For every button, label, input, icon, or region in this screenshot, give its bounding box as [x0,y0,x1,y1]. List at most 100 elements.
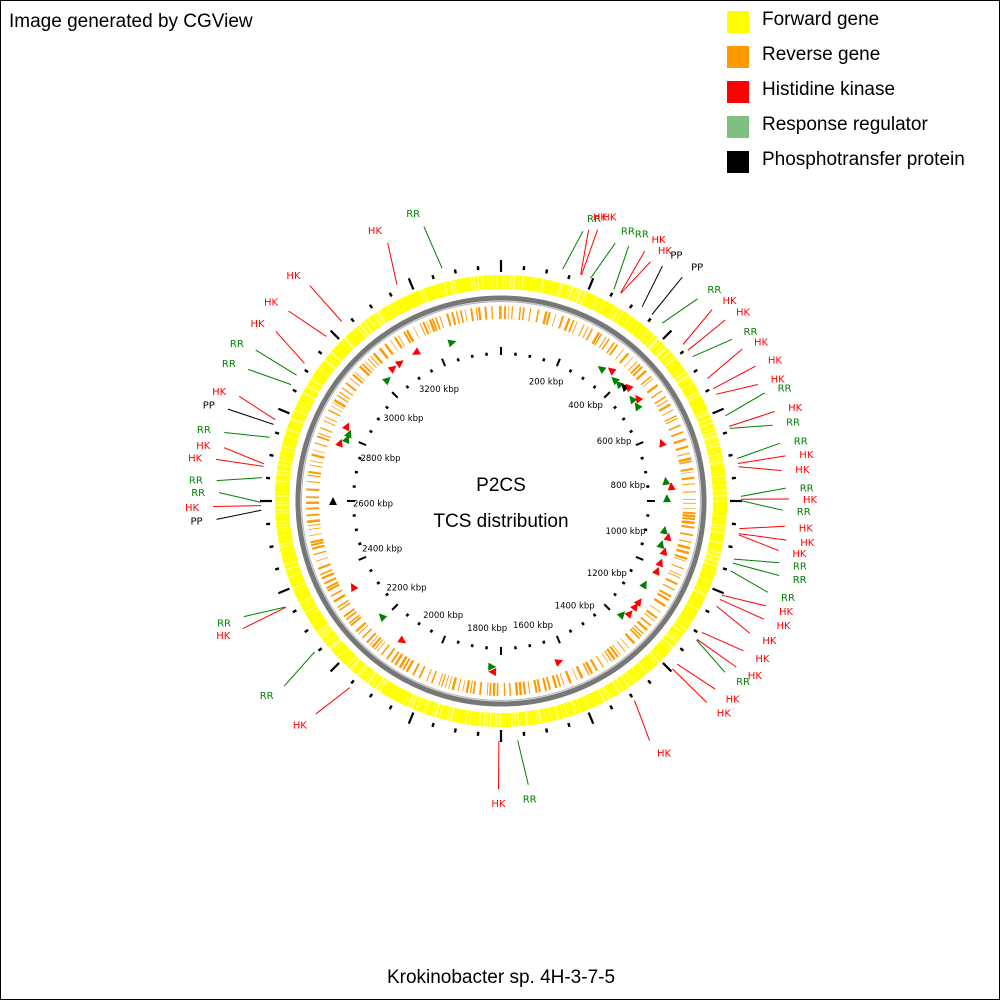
scale-tick [557,359,560,366]
outer-tick [680,648,683,651]
reverse-gene [544,311,547,324]
reverse-gene [490,683,491,696]
callout-label: HK [736,307,751,318]
outer-tick [648,319,651,322]
forward-gene [551,707,554,721]
outer-tick [319,648,322,651]
reverse-gene [467,680,469,693]
forward-gene [490,275,491,289]
scale-tick [582,622,584,624]
scale-tick [377,418,379,420]
reverse-gene [380,348,388,358]
reverse-gene [447,314,451,326]
scale-tick [406,386,408,388]
outer-tick [648,680,651,683]
kbp-label: 3000 kbp [383,414,423,424]
reverse-gene [318,564,330,569]
scale-tick [386,594,388,596]
reverse-gene [682,478,695,480]
reverse-gene [683,492,696,493]
reverse-gene [665,416,677,422]
scale-tick [644,472,647,473]
scale-tick [458,641,459,644]
outer-tick [663,663,671,671]
kbp-label: 1200 kbp [587,569,627,579]
reverse-gene [650,605,661,612]
reverse-gene [346,383,356,391]
scale-tick [529,355,530,358]
callout-line [635,700,650,740]
outer-tick [351,319,354,322]
reverse-gene [342,388,353,396]
reverse-gene [621,638,630,648]
outer-tick [729,546,733,547]
scale-tick [355,529,358,530]
reverse-gene [308,528,321,530]
callout-line [739,535,779,551]
callout-label: HK [602,213,617,224]
scale-tick [570,630,571,633]
callout-label: RR [707,285,721,296]
scale-tick [594,614,596,616]
callout-line [213,506,261,507]
callout-label: HK [652,235,667,246]
callout-label: HK [216,631,231,642]
forward-gene [278,467,292,469]
callout-line [729,412,775,427]
scale-tick [570,370,571,373]
reverse-gene [566,671,571,683]
kbp-label: 1000 kbp [605,527,645,537]
rr-marker [635,403,643,412]
reverse-gene [306,489,319,490]
outer-tick [713,409,724,414]
callout-line [239,396,275,419]
forward-gene [276,483,290,484]
scale-tick [418,622,420,624]
forward-gene [282,552,296,555]
reverse-gene [671,432,683,437]
forward-gene [712,521,726,522]
callout-line [741,488,786,496]
forward-gene [712,483,726,484]
callout-label: HK [800,538,815,549]
reverse-gene [528,681,530,694]
outer-tick [589,713,594,724]
reverse-gene [362,629,371,638]
outer-tick [409,278,414,289]
outer-tick [390,706,392,710]
callout-line [276,331,305,363]
callout-line [734,559,779,563]
kbp-label: 200 kbp [529,377,564,387]
callout-line [677,664,715,689]
scale-tick [472,355,473,358]
rr-marker [448,340,457,348]
forward-gene [489,713,490,727]
scale-tick [386,406,388,408]
reverse-gene [331,590,342,596]
outer-tick [729,455,733,456]
callout-label: HK [264,298,279,309]
callout-line [722,595,766,606]
reverse-gene [654,599,665,606]
callout-line [243,607,286,628]
reverse-gene [579,325,585,337]
reverse-gene [651,391,662,398]
callout-label: HK [726,694,741,705]
reverse-gene [316,557,328,561]
outer-tick [723,432,727,433]
reverse-gene [523,682,525,695]
kbp-label: 2600 kbp [353,499,393,509]
callout-line [707,349,742,378]
reverse-gene [453,677,456,690]
callout-label: RR [523,795,537,806]
scale-tick [543,358,544,361]
reverse-gene [307,520,320,521]
forward-gene [711,469,725,471]
rr-marker [662,477,670,485]
reverse-gene [452,312,455,325]
reverse-gene [586,329,592,340]
callout-line [716,385,758,395]
reverse-gene [681,526,694,528]
forward-gene [713,493,727,494]
rr-marker [379,613,387,622]
